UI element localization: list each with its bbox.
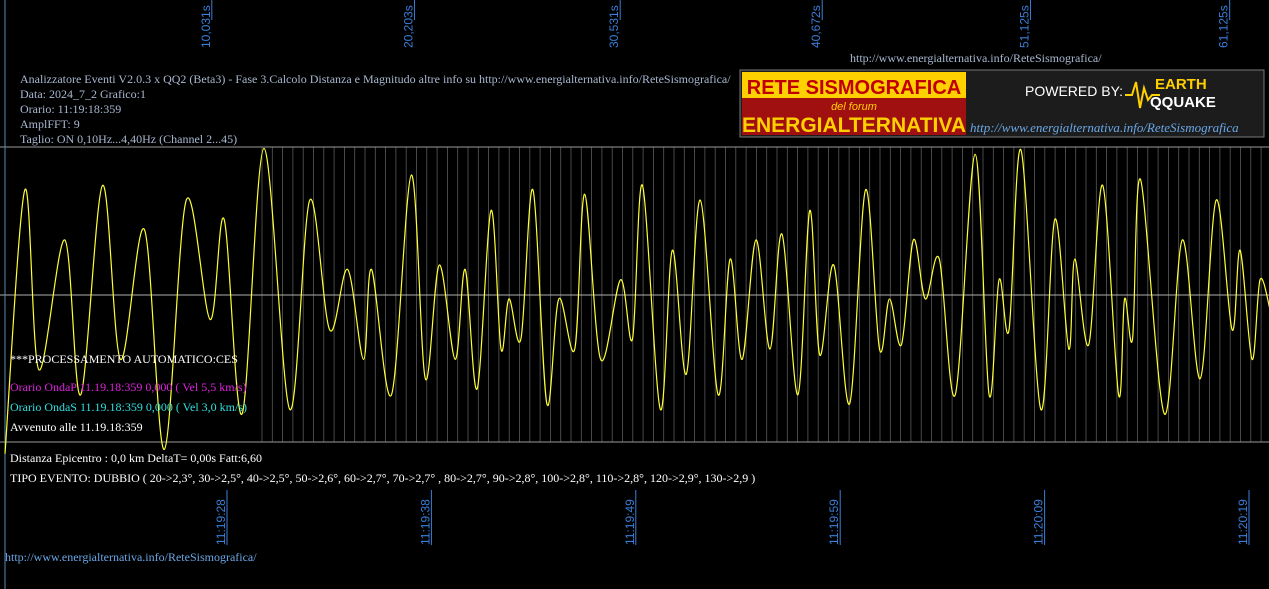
time-label: 11:20:19 xyxy=(1236,499,1250,545)
header-date: Data: 2024_7_2 Grafico:1 xyxy=(20,87,146,101)
tick-label: 51,125s xyxy=(1017,5,1031,48)
logo-line1: RETE SISMOGRAFICA xyxy=(747,77,961,99)
processing: ***PROCESSAMENTO AUTOMATICO:CES xyxy=(10,352,238,366)
logo-band xyxy=(742,72,966,98)
header-filter: Taglio: ON 0,10Hz...4,40Hz (Channel 2...… xyxy=(20,132,237,146)
header-time: Orario: 11:19:18:359 xyxy=(20,102,121,116)
tick-label: 40,672s xyxy=(809,5,823,48)
logo: RETE SISMOGRAFICA del forum ENERGIALTERN… xyxy=(739,69,1265,138)
tick-label: 10,031s xyxy=(199,5,213,48)
logo-icon xyxy=(1125,81,1160,109)
distance: Distanza Epicentro : 0,0 km DeltaT= 0,00… xyxy=(10,451,262,465)
wave-p: Orario OndaP 11.19.18:359 0,000 ( Vel 5,… xyxy=(10,380,247,394)
time-ticks: 10,031s 20,203s 30,531s 40,672s 51,125s 61,12… xyxy=(199,0,1250,545)
header-ampl: AmplFFT: 9 xyxy=(20,117,80,131)
time-label: 11:20:09 xyxy=(1032,499,1046,545)
logo-brand2: QQUAKE xyxy=(1150,94,1216,111)
logo-brand1: EARTH xyxy=(1155,76,1207,93)
time-label: 11:19:38 xyxy=(418,499,432,545)
logo-line2: del forum xyxy=(831,101,877,113)
header-title: Analizzatore Eventi V2.0.3 x QQ2 (Beta3)… xyxy=(20,72,731,86)
wave-s: Orario OndaS 11.19.18:359 0,000 ( Vel 3,… xyxy=(10,400,247,414)
time-label: 11:19:49 xyxy=(623,499,637,545)
tick-label: 61,125s xyxy=(1217,5,1231,48)
event-type: TIPO EVENTO: DUBBIO ( 20->2,3°, 30->2,5°… xyxy=(10,471,755,485)
tick-label: 30,531s xyxy=(607,5,621,48)
waveform xyxy=(4,147,1269,454)
header-url: http://www.energialternativa.info/ReteSi… xyxy=(850,51,1102,65)
time-label: 11:19:28 xyxy=(214,499,228,545)
occurred: Avvenuto alle 11.19.18:359 xyxy=(10,420,143,434)
logo-line3: ENERGIALTERNATIVA xyxy=(742,114,966,137)
logo-powered: POWERED BY: xyxy=(1025,83,1123,99)
footer-url: http://www.energialternativa.info/ReteSi… xyxy=(5,550,257,564)
logo-url: http://www.energialternativa.info/ReteSi… xyxy=(970,120,1239,135)
time-label: 11:19:59 xyxy=(827,499,841,545)
logo-band xyxy=(742,98,966,135)
tick-label: 20,203s xyxy=(401,5,415,48)
